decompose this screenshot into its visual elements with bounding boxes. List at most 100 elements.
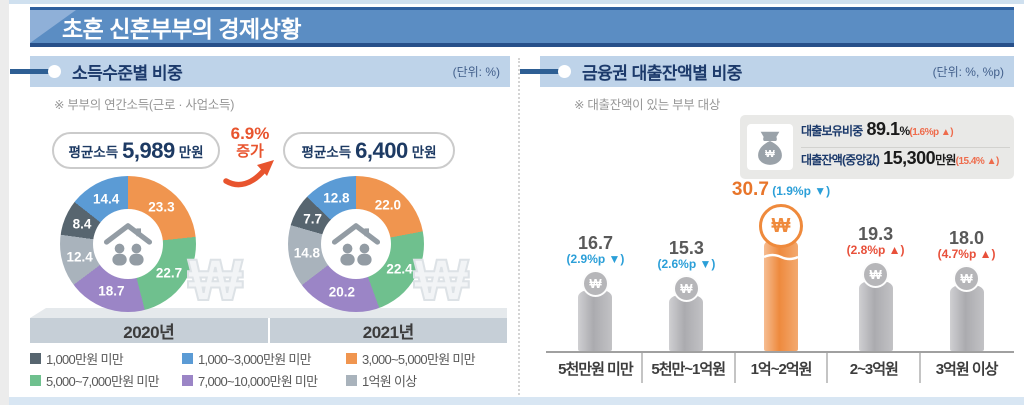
legend-label: 1억원 이상 [362, 374, 417, 389]
avg-income-value: 5,989 [122, 137, 175, 163]
bar-cylinder [858, 281, 893, 351]
header-line-decoration [10, 65, 61, 78]
loan-section-title: 금융권 대출잔액별 비중 [582, 64, 742, 83]
bar-value: 16.7 [577, 232, 613, 253]
legend-swatch [182, 353, 193, 364]
legend-label: 7,000~10,000만원 미만 [198, 374, 318, 389]
increase-label: 증가 [236, 142, 264, 160]
legend-swatch [30, 353, 41, 364]
donut-segment-label: 20.2 [328, 284, 356, 300]
donut-hole [93, 209, 163, 279]
legend-swatch [346, 353, 357, 364]
legend-label: 3,000~5,000만원 미만 [362, 352, 476, 367]
left-border-strip [0, 0, 9, 405]
won-watermark-icon: ₩ [413, 248, 470, 313]
category-label: 3억원 이상 [919, 353, 1012, 383]
income-donut-2021: 22.0 22.4 20.2 14.8 7.7 12.8 [288, 176, 424, 312]
banner-corner-accent [30, 10, 76, 43]
bar-cylinder [764, 239, 798, 351]
scale-break-wave [764, 253, 798, 261]
bar-column: 18.0 (4.7%p ▲) ₩ [921, 228, 1012, 351]
won-coin-icon: ₩ [953, 265, 981, 292]
donut-segment-label: 12.4 [66, 249, 93, 265]
bar-column: 19.3 (2.8%p ▲) ₩ [830, 224, 921, 351]
category-label: 2~3억원 [826, 353, 919, 383]
bottom-border-strip [0, 397, 1024, 405]
loan-category-axis: 5천만원 미만 5천만~1억원 1억~2억원 2~3억원 3억원 이상 [550, 353, 1012, 383]
svg-text:₩: ₩ [765, 149, 775, 160]
bar-chart-baseline [546, 351, 1014, 353]
year-platform: 2020년 2021년 [30, 318, 507, 343]
loan-ratio-row: 대출보유비중 89.1 % (1.6%p ▲) [801, 119, 1010, 147]
avg-income-unit: 만원 [411, 144, 437, 160]
loan-median-label: 대출잔액(중앙값) [801, 152, 880, 167]
won-coin-icon: ₩ [862, 261, 890, 288]
loan-note: ※ 대출잔액이 있는 부부 대상 [574, 98, 721, 112]
legend-item: 5,000~7,000만원 미만 [30, 371, 182, 390]
bar-cylinder [578, 290, 613, 351]
house-couple-icon [331, 223, 381, 266]
won-watermark-icon: ₩ [187, 248, 244, 313]
donut-segment-label: 22.4 [386, 261, 413, 277]
legend-item: 1억원 이상 [346, 371, 506, 390]
loan-ratio-unit: % [899, 123, 911, 138]
bar-value-labels: 19.3 (2.8%p ▲) [847, 224, 905, 258]
bar-column: 16.7 (2.9%p ▼) ₩ [550, 233, 641, 351]
loan-median-row: 대출잔액(중앙값) 15,300 만원 (15.4% ▲) [801, 146, 1010, 176]
income-section-title: 소득수준별 비중 [72, 64, 183, 83]
bar-value: 18.0 [949, 227, 985, 248]
loan-ratio-value: 89.1 [866, 118, 900, 139]
donut-segment-label: 14.8 [293, 245, 320, 261]
donut-hole [321, 209, 391, 279]
category-label: 5천만원 미만 [558, 360, 634, 378]
increase-arrow-icon [223, 160, 274, 188]
header-line-decoration [520, 65, 571, 78]
category-label: 5천만~1억원 [640, 353, 734, 383]
avg-income-prefix: 평균소득 [68, 144, 119, 160]
donut-segment-label: 22.7 [155, 265, 183, 281]
bar-value-labels: 30.7 (1.9%p ▼) [732, 179, 830, 201]
income-unit-label: (단위: %) [452, 65, 500, 79]
income-section-header: 소득수준별 비중 (단위: %) [10, 56, 510, 87]
bar-value: 30.7 [731, 179, 769, 201]
income-legend: 1,000만원 미만 1,000~3,000만원 미만 3,000~5,000만원 … [30, 349, 510, 390]
panel-divider [518, 58, 520, 395]
loan-median-value: 15,300 [883, 147, 936, 168]
won-coin-icon: ₩ [581, 270, 609, 297]
avg-income-prefix: 평균소득 [301, 144, 352, 160]
legend-swatch [30, 375, 41, 386]
legend-item: 3,000~5,000만원 미만 [346, 349, 506, 368]
category-label: 1억~2억원 [733, 353, 827, 383]
loan-summary-box: ₩ 대출보유비중 89.1 % (1.6%p ▲) 대출잔액(중앙값) 15,3… [740, 115, 1014, 179]
won-coin-icon: ₩ [759, 204, 803, 248]
loan-unit-label: (단위: %, %p) [932, 65, 1004, 79]
bar-value-labels: 16.7 (2.9%p ▼) [567, 233, 625, 267]
legend-item: 7,000~10,000만원 미만 [182, 371, 346, 390]
legend-label: 1,000만원 미만 [46, 352, 124, 367]
loan-median-change: (15.4% ▲) [955, 155, 1000, 167]
legend-label: 5,000~7,000만원 미만 [46, 374, 160, 389]
income-note: ※ 부부의 연간소득(근로 · 사업소득) [54, 98, 235, 112]
bar-change: (4.7%p ▲) [937, 247, 996, 262]
money-bag-icon: ₩ [758, 131, 782, 165]
donut-segment-label: 8.4 [72, 216, 92, 232]
donut-segment-label: 7.7 [303, 211, 323, 227]
year-label-2020: 2020년 [123, 323, 175, 342]
loan-ratio-change: (1.6%p ▲) [909, 126, 954, 138]
bar-value: 15.3 [668, 237, 704, 258]
year-platform-top [30, 308, 507, 318]
bar-column: 30.7 (1.9%p ▼) ₩ [732, 179, 830, 351]
loan-ratio-label: 대출보유비중 [801, 123, 863, 138]
legend-item: 1,000만원 미만 [30, 349, 182, 368]
header-dot-icon [48, 65, 61, 78]
bar-value-labels: 15.3 (2.6%p ▼) [657, 238, 715, 272]
loan-median-unit: 만원 [935, 152, 956, 167]
year-label-2021: 2021년 [267, 318, 508, 343]
donut-segment-label: 18.7 [98, 283, 125, 299]
increase-percent: 6.9% [230, 124, 270, 143]
bar-change: (2.6%p ▼) [657, 257, 716, 272]
loan-bar-chart: 16.7 (2.9%p ▼) ₩15.3 (2.6%p ▼) ₩30.7 (1.9%p … [550, 179, 1012, 351]
donut-segment-label: 14.4 [92, 191, 120, 207]
loan-section-header: 금융권 대출잔액별 비중 (단위: %, %p) [520, 56, 1014, 87]
